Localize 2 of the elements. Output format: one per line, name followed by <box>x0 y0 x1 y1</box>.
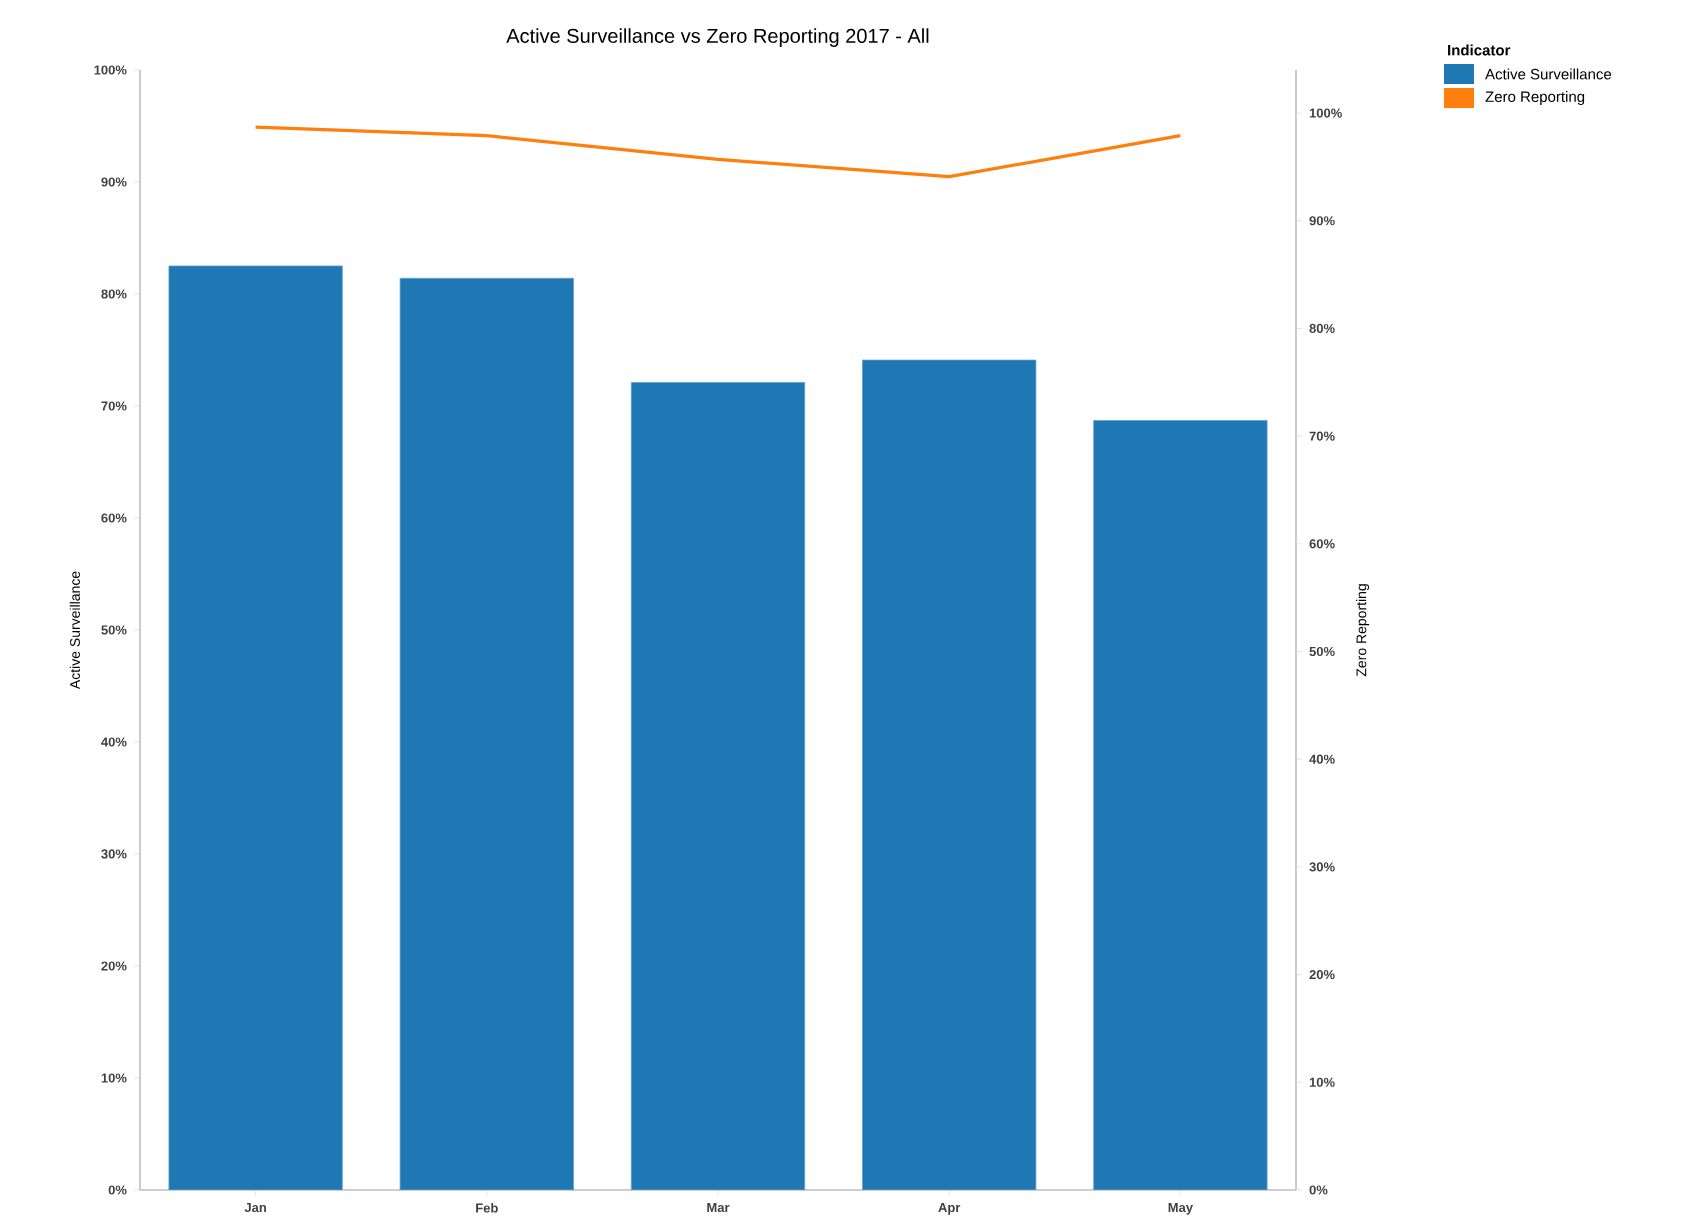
chart-title: Active Surveillance vs Zero Reporting 2017 - All <box>506 28 929 47</box>
line-series <box>254 125 1182 179</box>
